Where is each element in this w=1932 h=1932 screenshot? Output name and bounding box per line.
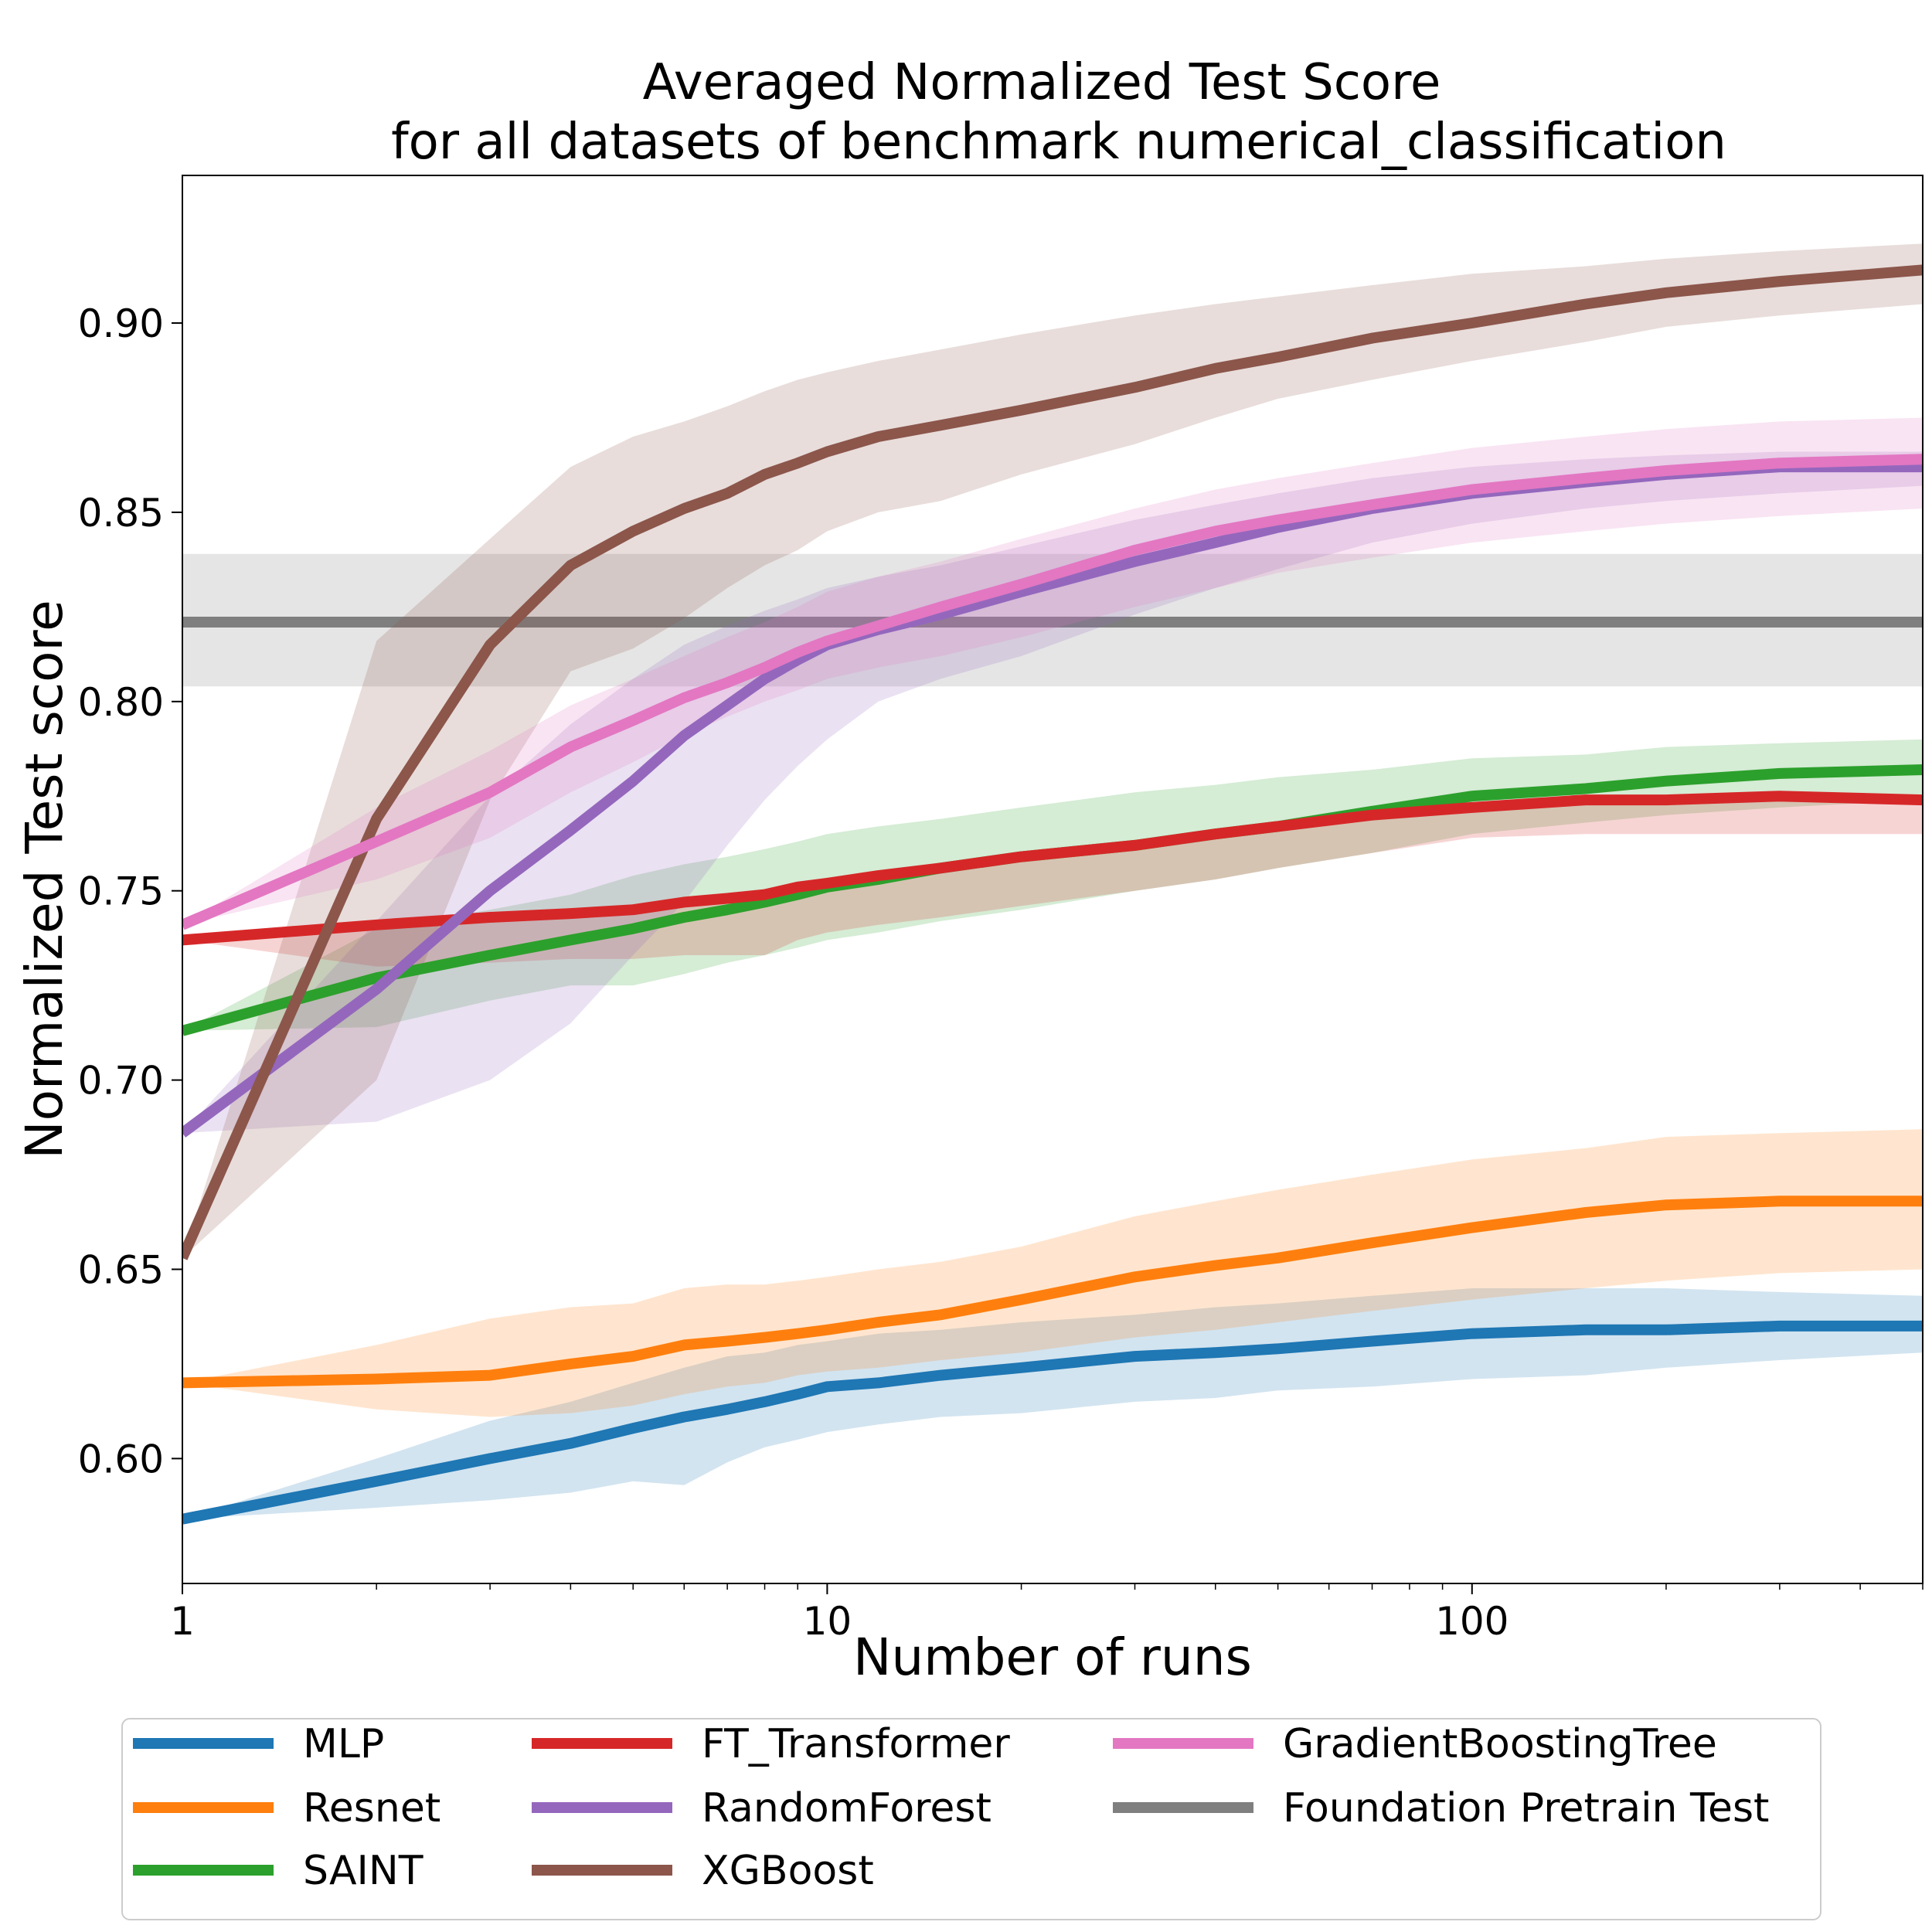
x-tick-label: 100 xyxy=(1435,1599,1509,1644)
y-tick-label: 0.70 xyxy=(78,1059,164,1104)
legend-item-resnet: Resnet xyxy=(133,1785,440,1832)
x-axis: 1 10 100 xyxy=(170,1583,1923,1644)
legend-item-mlp: MLP xyxy=(133,1721,384,1767)
series-lines xyxy=(182,264,1923,1525)
legend-item-foundation pretrain test: Foundation Pretrain Test xyxy=(1113,1785,1769,1832)
y-tick-label: 0.85 xyxy=(78,491,164,536)
legend-item-ft_transformer: FT_Transformer xyxy=(532,1721,1010,1767)
legend-item-saint: SAINT xyxy=(133,1848,423,1894)
y-tick-label: 0.65 xyxy=(78,1247,164,1292)
line-xgboost xyxy=(182,264,1923,1260)
x-tick-label: 1 xyxy=(170,1599,195,1644)
x-tick-label: 10 xyxy=(803,1599,852,1644)
legend-label: Foundation Pretrain Test xyxy=(1283,1785,1769,1832)
band-mlp xyxy=(182,1288,1923,1519)
y-axis-label: Normalized Test score xyxy=(15,600,74,1159)
legend-label: SAINT xyxy=(303,1848,423,1894)
line-ft_transformer xyxy=(182,791,1923,946)
legend-label: MLP xyxy=(303,1721,384,1767)
legend-label: XGBoost xyxy=(702,1848,874,1894)
legend-label: GradientBoostingTree xyxy=(1283,1721,1717,1767)
band-xgboost xyxy=(182,243,1923,1258)
legend-item-xgboost: XGBoost xyxy=(532,1848,874,1894)
y-tick-label: 0.90 xyxy=(78,301,164,346)
chart-title: Averaged Normalized Test Score xyxy=(643,54,1441,111)
line-resnet xyxy=(182,1196,1923,1389)
legend-label: FT_Transformer xyxy=(702,1721,1010,1767)
band-saint xyxy=(182,739,1923,1031)
legend-label: Resnet xyxy=(303,1785,440,1832)
plot-frame xyxy=(182,175,1923,1584)
y-tick-label: 0.80 xyxy=(78,680,164,725)
band-ft_transformer xyxy=(182,796,1923,967)
band-randomforest xyxy=(182,451,1923,1134)
y-tick-label: 0.75 xyxy=(78,869,164,914)
x-axis-label: Number of runs xyxy=(853,1628,1252,1687)
y-axis: 0.60 0.65 0.70 0.75 0.80 0.85 0.90 xyxy=(78,301,182,1481)
band-resnet xyxy=(182,1129,1923,1417)
y-tick-label: 0.60 xyxy=(78,1437,164,1481)
legend-item-gradientboostingtree: GradientBoostingTree xyxy=(1113,1721,1717,1767)
line-mlp xyxy=(182,1320,1923,1525)
line-gradientboostingtree xyxy=(182,454,1923,930)
legend: MLP Resnet SAINT FT_Transformer RandomForest… xyxy=(121,1718,1821,1920)
legend-label: RandomForest xyxy=(702,1785,992,1832)
chart-subtitle: for all datasets of benchmark numerical_… xyxy=(391,114,1726,171)
legend-item-randomforest: RandomForest xyxy=(532,1785,992,1832)
